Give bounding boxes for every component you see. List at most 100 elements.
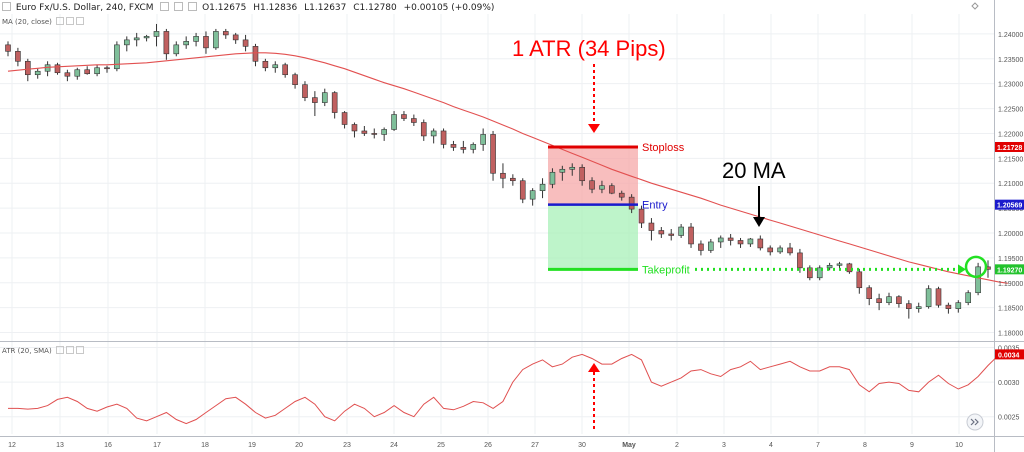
candle-bull[interactable] <box>193 36 199 42</box>
candle-bear[interactable] <box>698 243 704 251</box>
candle-bull[interactable] <box>559 168 566 173</box>
candle-bull[interactable] <box>114 44 120 70</box>
candle-bear[interactable] <box>490 134 496 174</box>
ma-visibility-icon[interactable] <box>56 17 65 25</box>
atr-line[interactable] <box>8 353 1008 425</box>
more-icon[interactable] <box>188 2 198 11</box>
ma-legend[interactable]: MA (20, close) <box>2 17 85 26</box>
candle-bull[interactable] <box>886 296 892 303</box>
candle-bull[interactable] <box>133 37 140 41</box>
candle-bull[interactable] <box>381 129 387 135</box>
candle-bull[interactable] <box>826 265 833 269</box>
candle-bull[interactable] <box>143 36 150 39</box>
candle-bear[interactable] <box>262 60 269 69</box>
candle-bull[interactable] <box>975 266 981 294</box>
candle-bull[interactable] <box>94 67 100 75</box>
candle-bull[interactable] <box>470 144 477 150</box>
atr-legend[interactable]: ATR (20, SMA) <box>2 346 84 355</box>
candle-bull[interactable] <box>539 183 546 191</box>
candle-bear[interactable] <box>341 112 348 125</box>
candle-bear[interactable] <box>668 233 675 236</box>
candle-bear[interactable] <box>935 288 942 306</box>
candle-bull[interactable] <box>480 134 486 145</box>
candle-bear[interactable] <box>242 39 249 47</box>
candle-bear[interactable] <box>519 180 526 200</box>
candle-bear[interactable] <box>420 122 427 137</box>
candle-bear[interactable] <box>648 222 655 231</box>
candle-bull[interactable] <box>173 44 180 55</box>
candle-bear[interactable] <box>737 240 744 245</box>
candle-bear[interactable] <box>292 74 298 85</box>
symbol-collapse-icon[interactable] <box>2 2 11 11</box>
candle-bear[interactable] <box>440 130 447 145</box>
candle-bear[interactable] <box>15 51 21 62</box>
candle-bear[interactable] <box>222 31 229 36</box>
candle-bear[interactable] <box>203 36 209 49</box>
candle-bull[interactable] <box>123 39 130 46</box>
candle-bear[interactable] <box>876 298 882 303</box>
candle-bull[interactable] <box>213 31 219 49</box>
atr-visibility-icon[interactable] <box>55 346 64 354</box>
compare-icon[interactable] <box>160 2 170 11</box>
candle-bull[interactable] <box>816 267 823 279</box>
candle-bear[interactable] <box>331 92 338 113</box>
candle-bear[interactable] <box>411 118 417 123</box>
candle-bull[interactable] <box>321 92 328 103</box>
candle-bear[interactable] <box>757 238 764 249</box>
candle-bull[interactable] <box>549 171 556 185</box>
candle-bear[interactable] <box>302 84 308 98</box>
candle-bull[interactable] <box>569 166 576 170</box>
candle-bull[interactable] <box>529 190 536 200</box>
candle-bear[interactable] <box>618 192 625 198</box>
candle-bear[interactable] <box>628 196 635 210</box>
candle-bull[interactable] <box>915 306 922 309</box>
candle-bear[interactable] <box>54 64 61 74</box>
candle-bear[interactable] <box>658 230 665 235</box>
candle-bear[interactable] <box>945 304 952 309</box>
candle-bear[interactable] <box>450 144 457 148</box>
candle-bear[interactable] <box>401 114 407 119</box>
candle-bear[interactable] <box>856 271 863 289</box>
ma-settings-icon[interactable] <box>66 17 75 25</box>
candle-bear[interactable] <box>589 180 595 190</box>
candle-bull[interactable] <box>34 70 41 76</box>
candle-bear[interactable] <box>727 237 734 241</box>
candle-bull[interactable] <box>747 238 754 245</box>
candle-bull[interactable] <box>153 31 160 37</box>
candle-bear[interactable] <box>232 34 239 41</box>
candle-bear[interactable] <box>5 44 11 52</box>
candle-bear[interactable] <box>896 296 902 304</box>
candle-bull[interactable] <box>965 292 972 303</box>
candle-bear[interactable] <box>460 147 467 150</box>
candle-bear[interactable] <box>767 247 774 253</box>
candle-bear[interactable] <box>163 31 170 55</box>
candle-bear[interactable] <box>252 46 259 62</box>
candle-bear[interactable] <box>361 130 368 134</box>
candle-bear[interactable] <box>609 185 615 194</box>
candle-bull[interactable] <box>708 241 714 251</box>
candle-bull[interactable] <box>183 41 189 46</box>
candle-bear[interactable] <box>787 247 793 254</box>
candle-bear[interactable] <box>351 124 358 132</box>
ma-remove-icon[interactable] <box>76 17 85 25</box>
symbol-title[interactable]: Euro Fx/U.S. Dollar, 240, FXCM <box>15 3 154 13</box>
candle-bull[interactable] <box>430 130 437 137</box>
candle-bull[interactable] <box>925 288 932 307</box>
candle-bull[interactable] <box>717 237 724 243</box>
candle-bull[interactable] <box>836 263 843 266</box>
candle-bear[interactable] <box>104 67 110 70</box>
scroll-to-end-button[interactable] <box>966 413 984 431</box>
settings-icon[interactable] <box>174 2 184 11</box>
candle-bull[interactable] <box>74 69 81 77</box>
candle-bull[interactable] <box>272 64 279 69</box>
candle-bear[interactable] <box>84 69 90 75</box>
candle-bull[interactable] <box>955 302 962 309</box>
candle-bear[interactable] <box>797 252 803 269</box>
candle-bear[interactable] <box>312 97 318 103</box>
candle-bear[interactable] <box>866 287 873 299</box>
atr-settings-icon[interactable] <box>65 346 74 354</box>
candle-bull[interactable] <box>777 247 783 253</box>
candle-bear[interactable] <box>500 172 506 179</box>
candle-bear[interactable] <box>24 60 31 76</box>
candle-bear[interactable] <box>579 166 585 182</box>
